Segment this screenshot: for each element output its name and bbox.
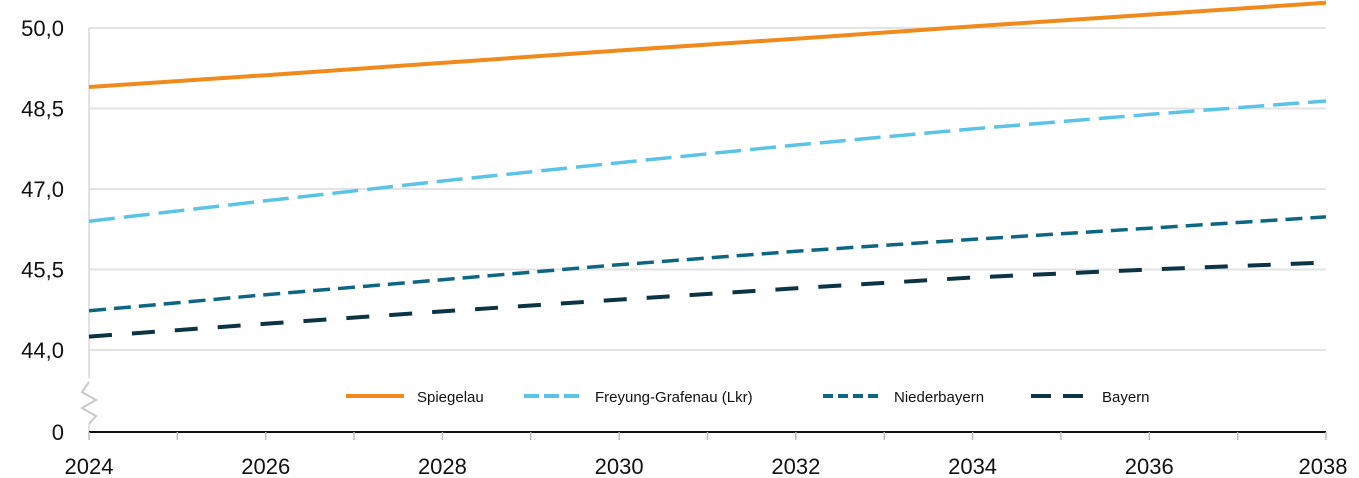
x-tick-label: 2034 — [948, 454, 997, 478]
legend-label: Spiegelau — [417, 389, 484, 406]
y-axis-break-icon — [79, 381, 99, 425]
x-tick-label: 2036 — [1125, 454, 1174, 478]
x-tick-label: 2024 — [65, 454, 114, 478]
x-tick-label: 2030 — [595, 454, 644, 478]
x-tick-label: 2028 — [418, 454, 467, 478]
series-line — [88, 0, 1327, 89]
series-line — [88, 99, 1327, 223]
y-tick-label: 47,0 — [21, 177, 64, 202]
legend-label: Niederbayern — [894, 389, 984, 406]
series-lines — [88, 0, 1327, 339]
legend-label: Freyung-Grafenau (Lkr) — [595, 389, 753, 406]
y-tick-label: 44,0 — [21, 338, 64, 363]
y-tick-label: 45,5 — [21, 258, 64, 283]
series-line — [88, 215, 1327, 313]
x-ticks: 2024 2026 2028 2030 2032 2034 2036 2038 — [65, 432, 1348, 478]
y-tick-label: 48,5 — [21, 97, 64, 122]
y-tick-label: 0 — [52, 420, 64, 445]
legend: Spiegelau Freyung-Grafenau (Lkr) Niederbay… — [346, 389, 1150, 406]
x-tick-label: 2032 — [771, 454, 820, 478]
y-tick-label: 50,0 — [21, 16, 64, 41]
legend-label: Bayern — [1102, 389, 1150, 406]
x-tick-label: 2038 — [1299, 454, 1348, 478]
y-tick-labels: 0 44,0 45,5 47,0 48,5 50,0 — [21, 16, 64, 445]
series-line — [88, 260, 1327, 339]
x-tick-label: 2026 — [241, 454, 290, 478]
